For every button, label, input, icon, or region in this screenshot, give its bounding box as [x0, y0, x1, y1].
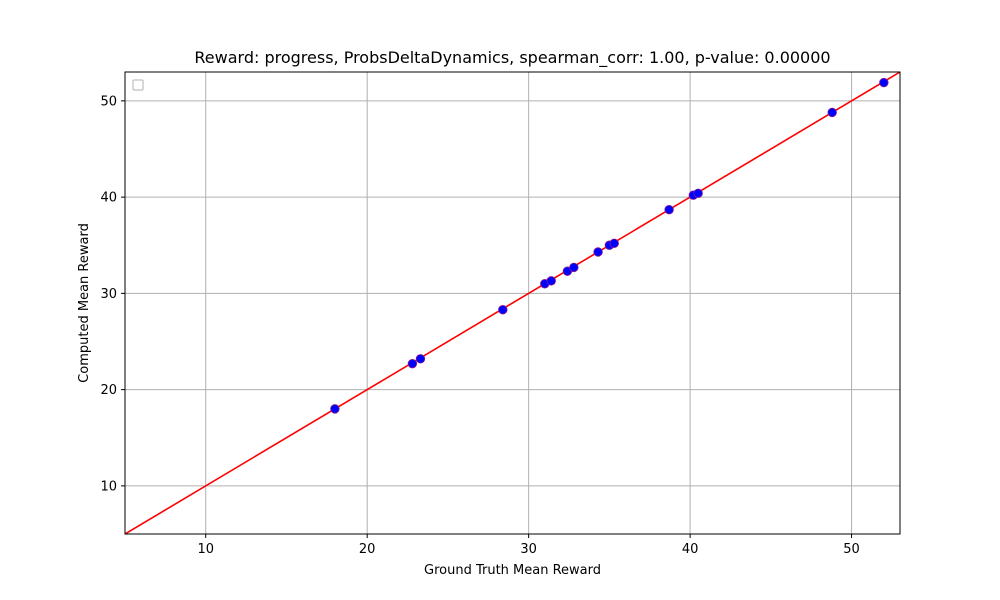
x-axis-label: Ground Truth Mean Reward	[424, 563, 601, 578]
data-point	[407, 358, 418, 369]
x-tick-label: 50	[843, 542, 860, 557]
y-axis-label: Computed Mean Reward	[77, 223, 92, 383]
grid-lines	[125, 72, 900, 534]
y-tick-label: 10	[100, 479, 117, 494]
data-point	[879, 77, 889, 88]
data-point	[546, 276, 556, 286]
data-point	[693, 188, 703, 198]
y-tick-label: 50	[100, 94, 117, 109]
data-points	[330, 77, 889, 414]
data-point	[330, 404, 340, 414]
reference-line-group	[124, 71, 901, 535]
y-tick-label: 40	[100, 191, 117, 206]
data-point	[498, 305, 508, 315]
y-tick-label: 20	[100, 383, 117, 398]
y-tick-label: 30	[100, 287, 117, 302]
data-point	[664, 204, 674, 215]
x-tick-label: 20	[359, 542, 376, 557]
reference-line	[124, 71, 901, 535]
y-axis-ticks: 10 20 30 40 50	[100, 94, 125, 494]
x-tick-label: 30	[520, 542, 537, 557]
data-point	[415, 354, 426, 364]
data-point	[827, 107, 837, 118]
plot-frame	[124, 71, 901, 535]
x-tick-label: 40	[682, 542, 699, 557]
x-axis-ticks: 10 20 30 40 50	[197, 534, 860, 557]
x-tick-label: 10	[197, 542, 214, 557]
data-point	[593, 247, 603, 257]
data-point	[569, 262, 579, 273]
chart-title: Reward: progress, ProbsDeltaDynamics, sp…	[194, 48, 830, 68]
data-point	[609, 238, 619, 249]
legend-box	[132, 79, 144, 91]
